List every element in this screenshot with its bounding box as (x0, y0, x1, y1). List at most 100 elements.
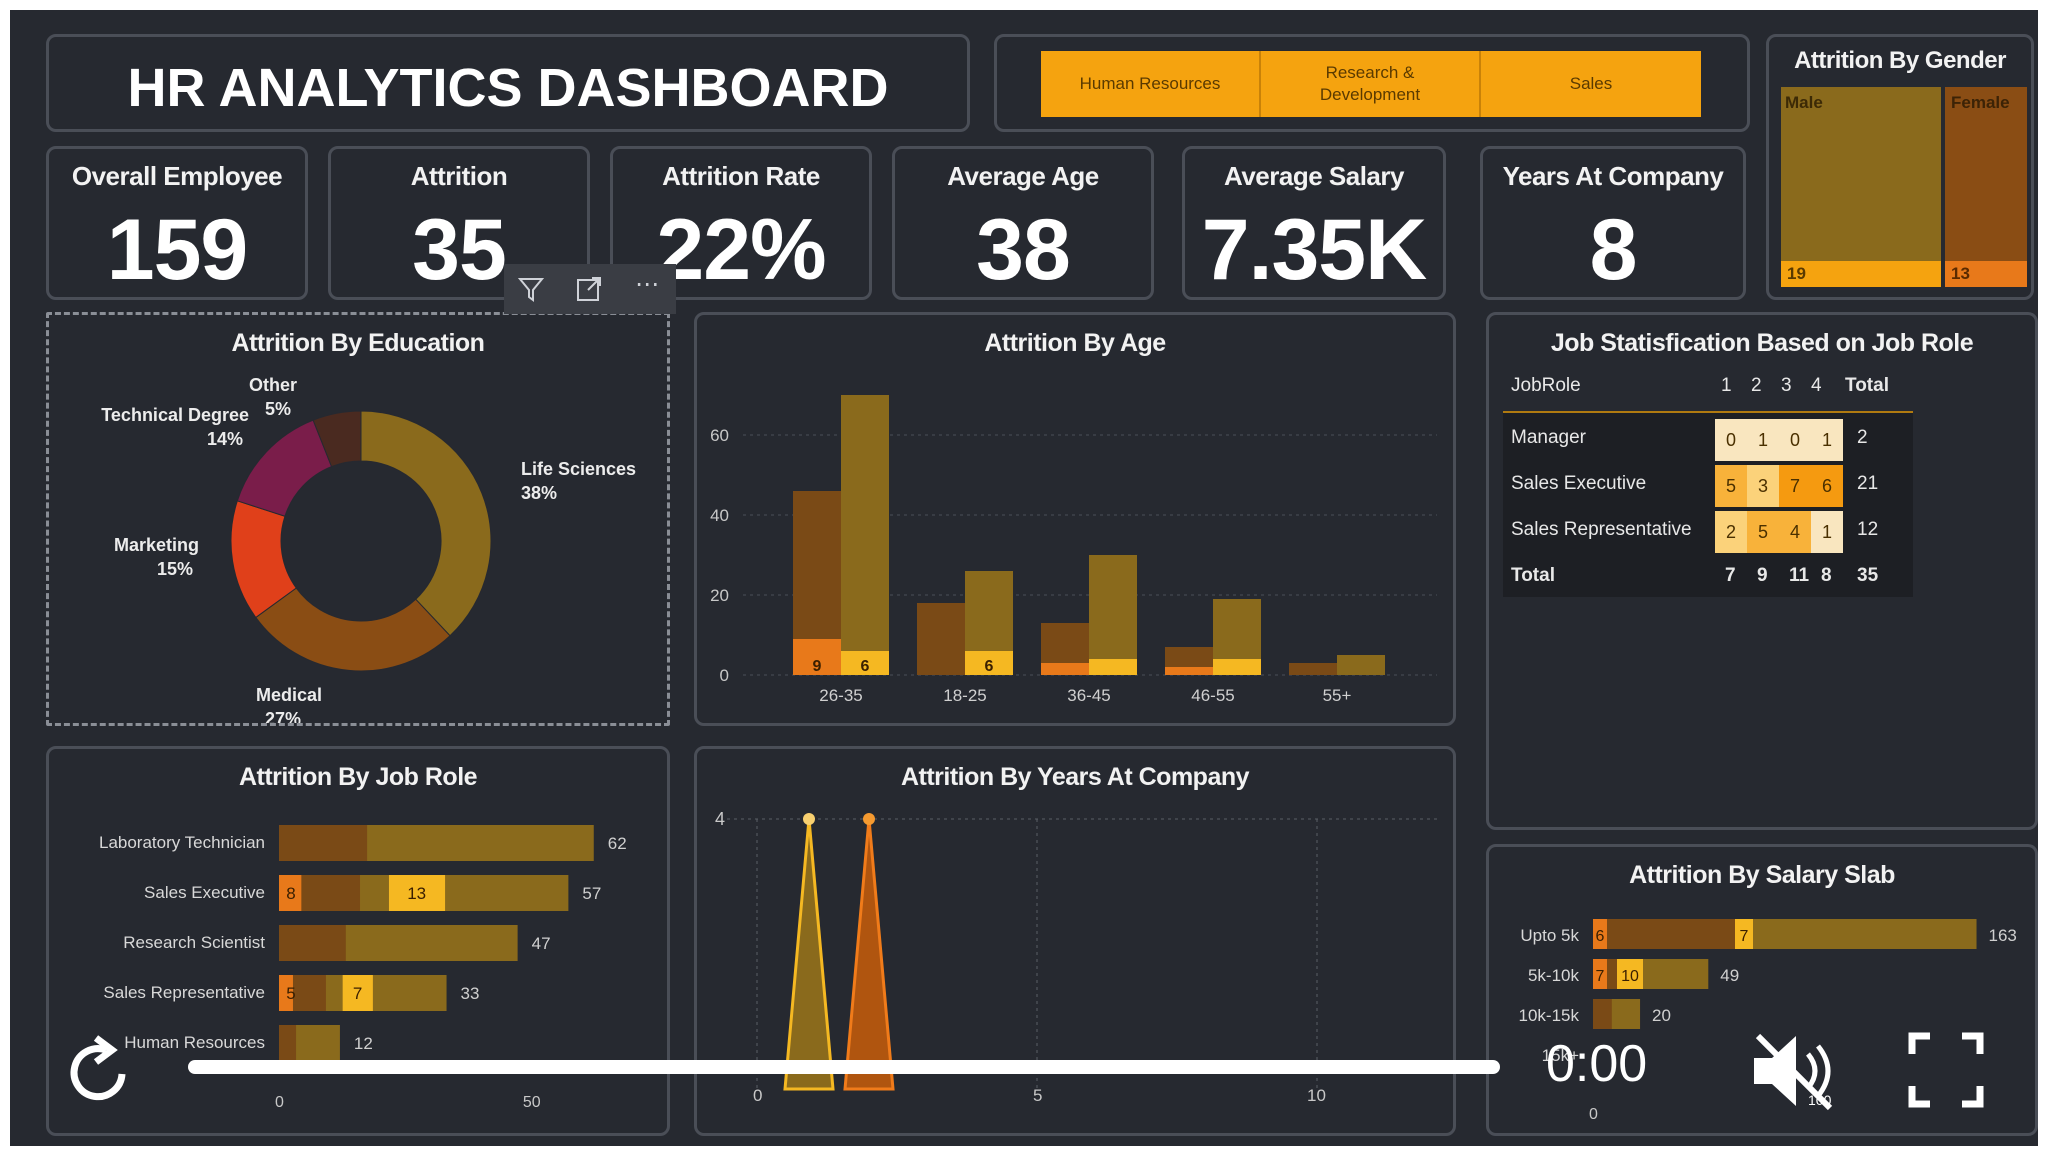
jobrole-label: Sales Representative (103, 983, 265, 1002)
jobrole-total: 62 (608, 834, 627, 853)
age-bar-label: 9 (813, 658, 822, 675)
jobrole-highlight-label: 5 (286, 984, 295, 1003)
fullscreen-icon[interactable] (1906, 1030, 1986, 1110)
dashboard-screen: HR ANALYTICS DASHBOARD Human Resources R… (10, 10, 2038, 1146)
jobrole-total: 33 (461, 984, 480, 1003)
matrix-cell[interactable]: 1 (1811, 419, 1843, 461)
matrix-row-total: 2 (1857, 427, 1868, 448)
matrix-total-cell: 11 (1789, 565, 1810, 586)
matrix-cell[interactable]: 4 (1779, 511, 1811, 553)
matrix-cell[interactable]: 2 (1715, 511, 1747, 553)
filter-icon[interactable] (516, 274, 546, 304)
kpi-label: Overall Employee (71, 161, 283, 191)
jobrole-bar-segment (279, 825, 368, 861)
salary-highlight-label: 7 (1596, 968, 1605, 985)
slicer-human-resources[interactable]: Human Resources (1041, 51, 1261, 117)
age-ytick: 0 (720, 666, 729, 685)
education-slice-label: Technical Degree (101, 405, 249, 425)
matrix-row-total: 21 (1857, 473, 1879, 494)
age-ytick: 60 (710, 426, 729, 445)
education-slice-label: Other (249, 375, 297, 395)
age-xtick: 36-45 (1067, 686, 1110, 705)
matrix-cell[interactable]: 0 (1779, 419, 1811, 461)
focus-mode-icon[interactable] (574, 274, 604, 304)
matrix-grand-total: 35 (1857, 565, 1879, 586)
salary-highlight-2 (1617, 959, 1643, 989)
years-ytick: 4 (715, 809, 725, 829)
satisfaction-title: Job Statisfication Based on Job Role (1550, 329, 1974, 357)
age-ytick: 40 (710, 506, 729, 525)
slicer-research-development[interactable]: Research & Development (1261, 51, 1481, 117)
matrix-cell[interactable]: 5 (1715, 465, 1747, 507)
page-title: HR ANALYTICS DASHBOARD (127, 58, 889, 118)
kpi-overall-employee: Overall Employee 159 (46, 146, 308, 300)
salary-highlight-label: 7 (1740, 928, 1749, 945)
jobrole-bar-segment (279, 1025, 297, 1061)
age-bar-b-highlight (965, 651, 1013, 675)
years-xtick: 0 (753, 1086, 762, 1105)
kpi-label: Attrition Rate (662, 161, 820, 191)
matrix-row-total: 12 (1857, 519, 1879, 540)
mute-icon[interactable]: 100 (1744, 1026, 1854, 1116)
replay-icon[interactable] (62, 1030, 142, 1110)
kpi-value: 35 (412, 202, 507, 298)
education-slice-pct: 38% (521, 483, 557, 503)
salary-total: 49 (1720, 966, 1739, 985)
jobrole-xtick: 50 (523, 1094, 541, 1111)
age-bar-a (1289, 663, 1337, 675)
education-slice-label: Medical (256, 685, 322, 705)
kpi-years-at-company: Years At Company 8 (1480, 146, 1746, 300)
salary-highlight-2 (1735, 919, 1753, 949)
years-area-chart: 4 0 5 10 (715, 809, 1437, 1105)
education-slice-pct: 27% (265, 709, 301, 723)
age-bar-a-highlight (793, 639, 841, 675)
kpi-label: Attrition (410, 161, 508, 191)
slicer-sales[interactable]: Sales (1481, 51, 1701, 117)
matrix-cell[interactable]: 0 (1715, 419, 1747, 461)
kpi-label: Average Age (947, 161, 1099, 191)
age-xtick: 18-25 (943, 686, 986, 705)
jobrole-highlight-1 (279, 875, 302, 911)
more-options-icon[interactable]: ⋯ (635, 271, 659, 298)
gender-female-value: 13 (1951, 264, 1970, 283)
volume-badge: 100 (1808, 1092, 1832, 1108)
progress-bar[interactable] (188, 1060, 1500, 1074)
age-bar-chart: 0 20 40 60 9 6 26-35 6 18-25 36-45 46-55 55+ (710, 395, 1437, 705)
matrix-row-label: Sales Representative (1511, 519, 1692, 540)
matrix-cell[interactable]: 1 (1811, 511, 1843, 553)
attrition-by-education-panel[interactable]: Attrition By Education Life Sciences 38% M… (46, 312, 670, 726)
matrix-cell[interactable]: 1 (1747, 419, 1779, 461)
kpi-value: 7.35K (1201, 202, 1428, 298)
matrix-cell[interactable]: 7 (1779, 465, 1811, 507)
salary-label: 15k+ (1542, 1046, 1579, 1065)
matrix-header: 3 (1781, 375, 1792, 396)
gender-male-block[interactable]: Male 19 (1781, 87, 1941, 287)
matrix-row-label: Manager (1511, 427, 1586, 448)
education-slice (236, 419, 333, 517)
jobrole-highlight-label: 13 (407, 884, 426, 903)
matrix-cell[interactable]: 6 (1811, 465, 1843, 507)
attrition-by-gender-panel: Attrition By Gender Male 19 Female 13 (1766, 34, 2034, 300)
years-point (863, 813, 875, 825)
matrix-cell[interactable]: 3 (1747, 465, 1779, 507)
jobrole-xtick: 0 (275, 1094, 284, 1111)
matrix-cell[interactable]: 5 (1747, 511, 1779, 553)
salary-highlight-1 (1593, 959, 1607, 989)
gender-female-block[interactable]: Female 13 (1945, 87, 2027, 287)
education-slice-label: Marketing (114, 535, 199, 555)
video-player-controls: 0:00 100 (10, 1000, 2038, 1146)
kpi-average-age: Average Age 38 (892, 146, 1154, 300)
age-title: Attrition By Age (984, 329, 1166, 357)
matrix-row-label: Sales Executive (1511, 473, 1647, 494)
kpi-value: 38 (976, 202, 1071, 298)
visual-header-toolbar: ⋯ (504, 264, 676, 314)
title-panel: HR ANALYTICS DASHBOARD (46, 34, 970, 132)
salary-label: Upto 5k (1520, 926, 1579, 945)
matrix-body-bg (1503, 411, 1913, 597)
years-area-series-1 (783, 818, 835, 1091)
salary-label: 10k-15k (1519, 1006, 1580, 1025)
jobrole-title: Attrition By Job Role (238, 763, 478, 791)
attrition-by-salary-panel: Attrition By Salary Slab Upto 5k 163 6 7 5k-… (1486, 844, 2038, 1136)
education-slice (255, 587, 451, 672)
gender-title: Attrition By Gender (1794, 47, 2006, 74)
